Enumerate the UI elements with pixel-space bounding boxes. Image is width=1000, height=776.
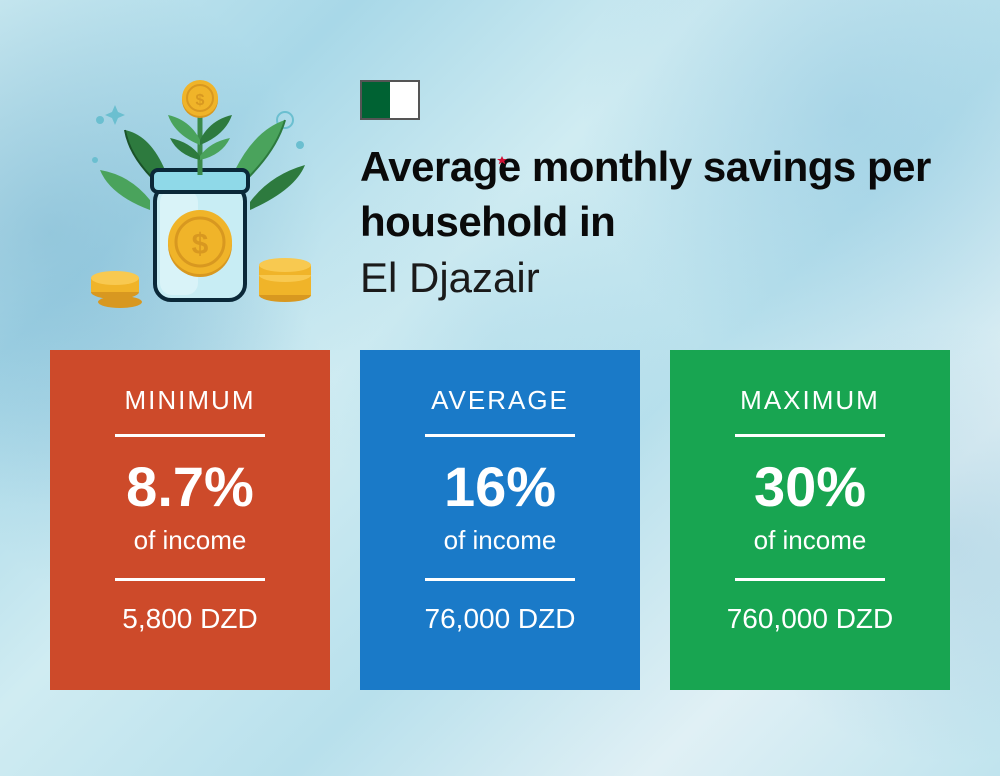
divider — [115, 578, 265, 581]
card-amount: 5,800 DZD — [70, 603, 310, 635]
stat-cards-row: MINIMUM 8.7% of income 5,800 DZD AVERAGE… — [0, 320, 1000, 690]
algeria-flag-icon — [360, 80, 420, 120]
title-location: El Djazair — [360, 251, 940, 306]
card-label: AVERAGE — [380, 385, 620, 416]
svg-text:$: $ — [196, 92, 205, 109]
card-label: MINIMUM — [70, 385, 310, 416]
card-subtext: of income — [70, 525, 310, 556]
divider — [115, 434, 265, 437]
card-percent: 8.7% — [70, 459, 310, 515]
card-subtext: of income — [380, 525, 620, 556]
title-main: Average monthly savings per household in — [360, 140, 940, 249]
divider — [425, 578, 575, 581]
card-percent: 16% — [380, 459, 620, 515]
card-amount: 76,000 DZD — [380, 603, 620, 635]
divider — [425, 434, 575, 437]
divider — [735, 578, 885, 581]
divider — [735, 434, 885, 437]
card-minimum: MINIMUM 8.7% of income 5,800 DZD — [50, 350, 330, 690]
title-block: Average monthly savings per household in… — [360, 80, 940, 306]
savings-illustration: $ $ — [70, 60, 330, 320]
card-percent: 30% — [690, 459, 930, 515]
svg-text:$: $ — [192, 228, 209, 261]
card-maximum: MAXIMUM 30% of income 760,000 DZD — [670, 350, 950, 690]
card-subtext: of income — [690, 525, 930, 556]
card-amount: 760,000 DZD — [690, 603, 930, 635]
card-label: MAXIMUM — [690, 385, 930, 416]
card-average: AVERAGE 16% of income 76,000 DZD — [360, 350, 640, 690]
header-section: $ $ Average monthly savings per househol… — [0, 0, 1000, 320]
